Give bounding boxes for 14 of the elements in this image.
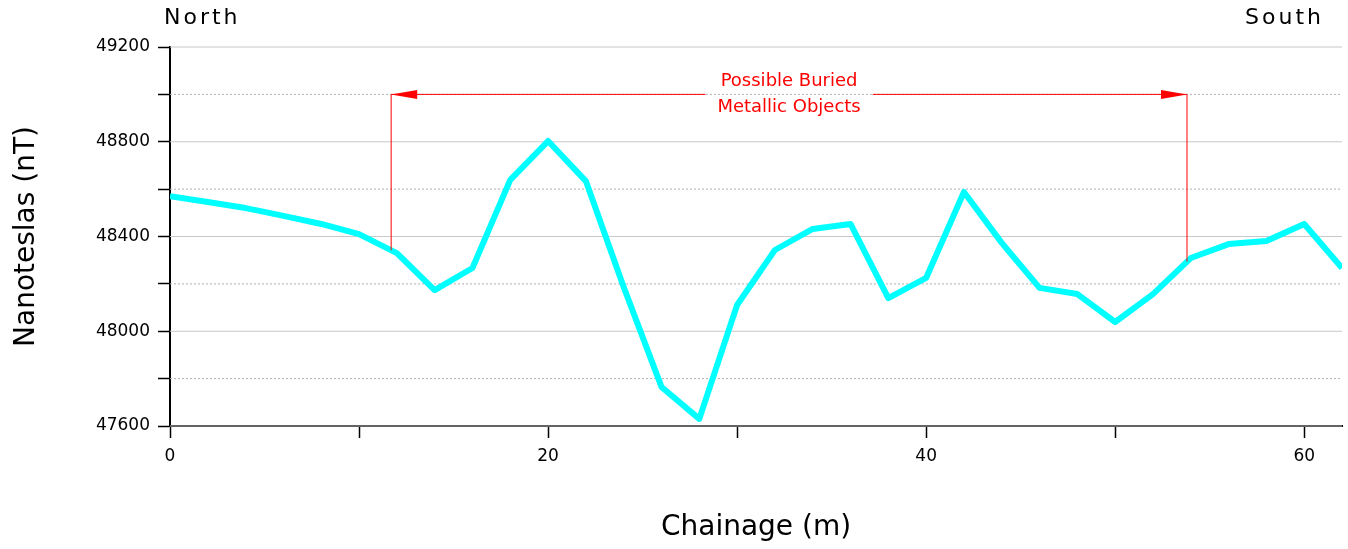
x-tick-label: 60 <box>1293 444 1316 465</box>
text: North <box>164 4 241 29</box>
x-tick-label: 20 <box>537 444 559 465</box>
x-tick-label: 40 <box>915 444 937 465</box>
x-tick-label: 0 <box>164 444 176 465</box>
y-tick-label: 47600 <box>95 414 150 435</box>
y-tick-label: 48800 <box>95 130 150 151</box>
text: South <box>1245 4 1324 29</box>
y-tick-label: 48400 <box>95 224 150 245</box>
y-tick-label: 49200 <box>95 35 150 56</box>
y-tick-label: 48000 <box>95 319 150 340</box>
x-axis-title: Chainage (m) <box>660 509 852 543</box>
y-axis-title: Nanoteslas (nT) <box>8 126 42 347</box>
annotation: Possible Buried Metallic Objects <box>717 69 861 117</box>
